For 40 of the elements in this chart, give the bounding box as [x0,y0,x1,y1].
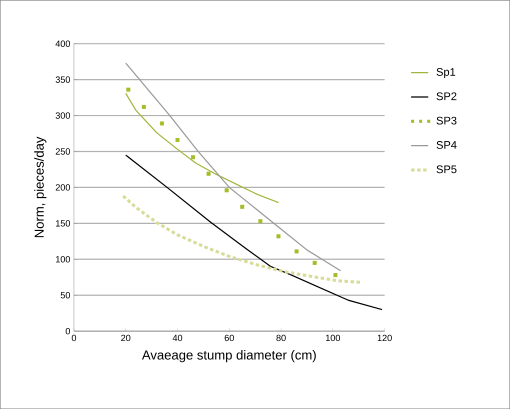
y-tick-label: 150 [56,220,70,226]
y-tick-label: 400 [56,40,70,47]
point [126,88,130,92]
point [312,260,317,265]
y-tick-label: 0 [66,328,70,334]
legend-label: Sp1 [436,68,456,78]
point [276,234,280,238]
point [258,219,262,224]
y-tick-label: 200 [56,184,70,191]
x-tick-label: 100 [326,334,340,342]
point [333,273,338,278]
x-tick-label: 20 [121,334,130,342]
y-tick-label: 350 [56,76,70,83]
x-tick-label: 60 [224,334,234,342]
point [240,204,244,209]
line-series [125,154,383,310]
legend-label: SP3 [436,116,456,124]
y-tick-label: 50 [60,292,70,298]
y-tick-label: 300 [56,112,70,119]
point [160,121,164,126]
point [294,249,299,254]
point [191,155,196,160]
y-axis-title: Norm, pieces/day [34,136,46,238]
point [224,188,229,192]
line-series [125,92,280,204]
line-series [122,194,363,284]
legend-label: SP2 [436,92,456,100]
x-tick-label: 120 [378,334,392,342]
line-series [125,62,342,272]
point [175,138,180,142]
y-tick-label: 100 [56,256,70,262]
x-tick-label: 80 [276,334,286,342]
legend-label: SP4 [436,140,457,149]
x-tick-label: 0 [72,334,76,342]
point [206,172,211,176]
legend-label: SP5 [436,165,456,174]
x-axis-title: Avaeage stump diameter (cm) [142,350,316,362]
point [142,104,146,109]
x-tick-label: 40 [172,334,182,342]
y-tick-label: 250 [56,148,70,155]
